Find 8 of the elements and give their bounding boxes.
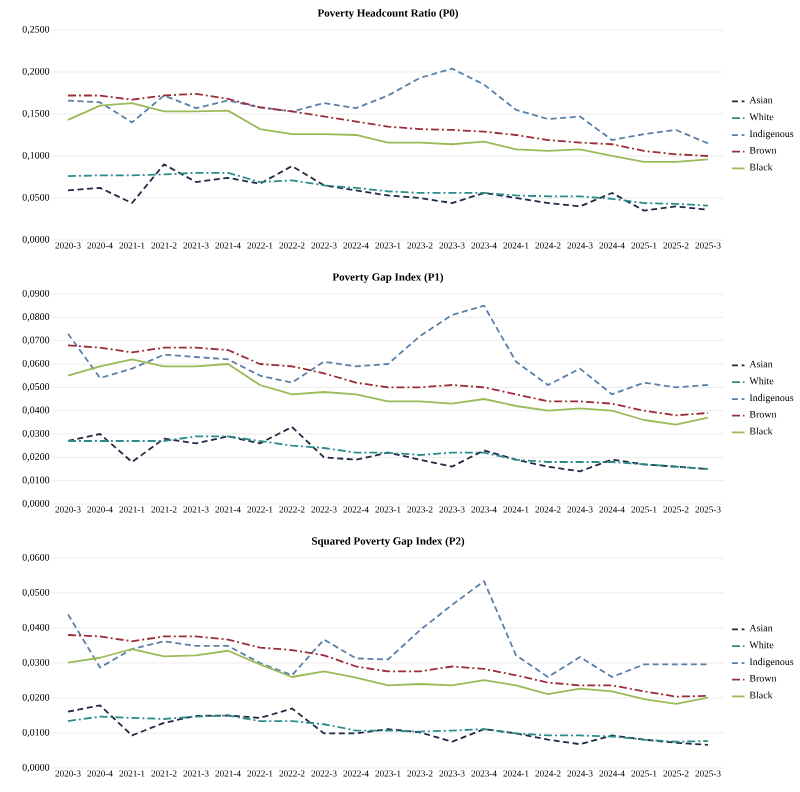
line-series [67, 634, 709, 698]
line-series [67, 304, 709, 396]
line-series [67, 704, 709, 746]
line-series [67, 102, 709, 163]
line-series [67, 67, 709, 145]
line-series [67, 358, 709, 426]
line-series [67, 648, 709, 705]
line-series [67, 714, 709, 743]
